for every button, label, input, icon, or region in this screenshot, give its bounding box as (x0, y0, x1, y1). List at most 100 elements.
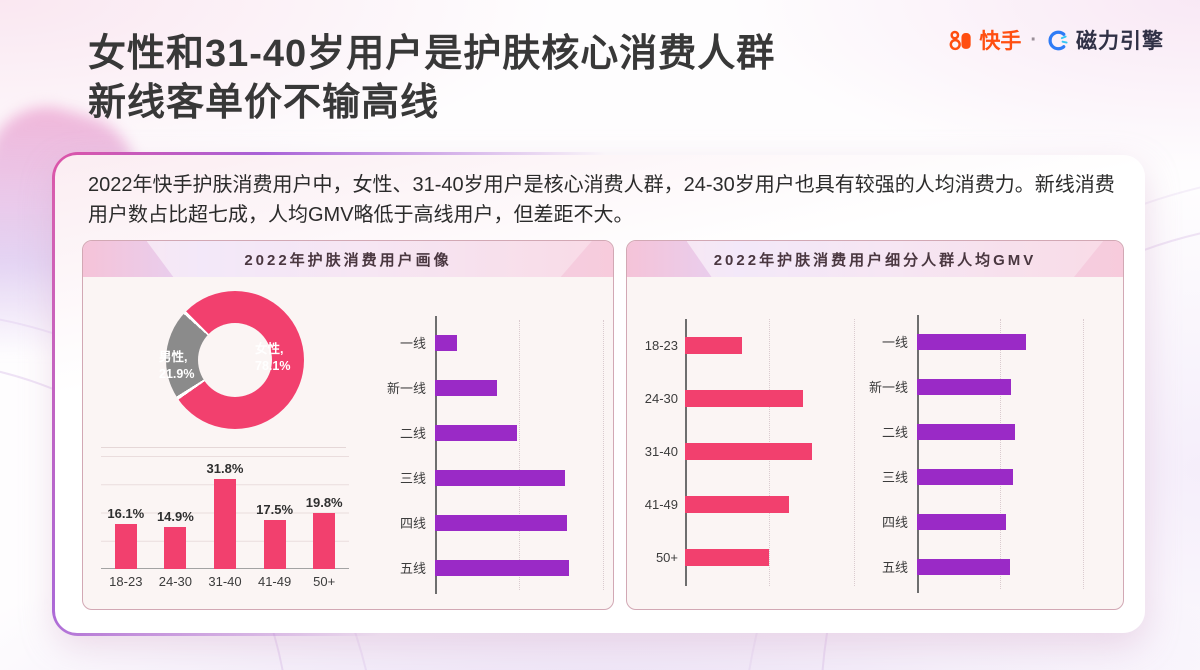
bar-row: 31-40 (637, 425, 872, 478)
panel-user-profile: 2022年护肤消费用户画像 女性, 78.1% 男性, 21.9% (82, 240, 614, 610)
bar (435, 424, 517, 441)
bar (917, 333, 1026, 350)
axis-tick-label: 41-49 (644, 497, 678, 512)
bar-row: 50+ (637, 531, 872, 584)
axis-tick-label: 一线 (399, 336, 426, 351)
panel-user-profile-title: 2022年护肤消费用户画像 (244, 251, 452, 269)
donut-hole (198, 323, 272, 397)
axis-tick-label: 24-30 (644, 391, 678, 406)
bar-row: 二线 (855, 409, 1121, 454)
bar (685, 496, 790, 513)
bar-column: 16.1% (107, 456, 144, 569)
bar-row: 新一线 (855, 364, 1121, 409)
age-chart-category-labels: 18-23 24-30 31-40 41-49 50+ (101, 574, 349, 589)
bar-row: 新一线 (365, 365, 610, 410)
axis-tick-label: 31-40 (644, 444, 678, 459)
bar (164, 526, 187, 569)
bar (685, 390, 804, 407)
bar-row: 二线 (365, 410, 610, 455)
axis-tick-label: 新一线 (386, 381, 426, 396)
bar-row: 五线 (855, 544, 1121, 589)
kuaishou-logo-text: 快手 (979, 30, 1022, 53)
bar-value-label: 17.5% (256, 501, 294, 517)
bar-row: 四线 (365, 500, 610, 545)
chart-gridline (1000, 319, 1001, 589)
bar (435, 514, 567, 531)
bar (685, 443, 812, 460)
bar (917, 378, 1011, 395)
bar (213, 479, 236, 569)
content-card: 2022年快手护肤消费用户中，女性、31-40岁用户是核心消费人群，24-30岁… (55, 155, 1145, 633)
bar (263, 519, 286, 569)
chart-gridline (603, 320, 604, 590)
panel-user-profile-body: 女性, 78.1% 男性, 21.9% 16.1% (83, 277, 613, 609)
bar (685, 337, 743, 354)
bar (917, 468, 1013, 485)
panel-gmv-title: 2022年护肤消费用户细分人群人均GMV (713, 251, 1037, 269)
bar (313, 513, 336, 569)
donut-label-male: 男性, 21.9% (159, 350, 195, 381)
axis-tick-label: 四线 (399, 516, 426, 531)
bar (917, 513, 1007, 530)
bar (435, 334, 457, 351)
bar-column: 31.8% (206, 456, 244, 569)
gmv-by-city-tier-chart: 一线 新一线 二线 三线 (855, 315, 1121, 593)
axis-tick-label: 24-30 (158, 574, 193, 589)
bar-value-label: 16.1% (107, 505, 145, 521)
panel-user-profile-header: 2022年护肤消费用户画像 (83, 241, 613, 277)
axis-tick-label: 31-40 (208, 574, 242, 589)
page-title: 女性和31-40岁用户是护肤核心消费人群 新线客单价不输高线 (88, 30, 775, 128)
bar (435, 559, 569, 576)
bar-row: 五线 (365, 545, 610, 590)
donut-label-female: 女性, 78.1% (255, 342, 291, 373)
magnetic-engine-logo-icon (1048, 30, 1068, 50)
age-distribution-bar-chart: 16.1% 14.9% 31.8% (101, 456, 349, 589)
chart-gridline (519, 320, 520, 590)
panel-gmv-header: 2022年护肤消费用户细分人群人均GMV (627, 241, 1123, 277)
bar-row: 四线 (855, 499, 1121, 544)
bar-row: 一线 (365, 320, 610, 365)
chart-gridline (854, 319, 855, 586)
chart-axis-line (435, 316, 437, 594)
city-tier-distribution-chart: 一线 新一线 二线 三线 (365, 316, 610, 594)
axis-tick-label: 新一线 (868, 380, 908, 395)
axis-tick-label: 50+ (655, 550, 678, 565)
axis-tick-label: 41-49 (257, 574, 292, 589)
bar-value-label: 14.9% (156, 508, 194, 524)
axis-tick-label: 一线 (881, 335, 908, 350)
axis-tick-label: 三线 (399, 471, 426, 486)
brand-logos: 快手 · 磁力引擎 (949, 25, 1164, 55)
bar-value-label: 19.8% (305, 495, 343, 511)
bar-column: 14.9% (157, 456, 194, 569)
panel-gmv-body: 18-23 24-30 31-40 41-49 (627, 277, 1123, 609)
kuaishou-logo-icon (949, 30, 971, 50)
bar-column: 17.5% (256, 456, 293, 569)
axis-tick-label: 四线 (881, 515, 908, 530)
divider-line (101, 447, 346, 448)
page-title-line2: 新线客单价不输高线 (88, 82, 440, 124)
bar-row: 18-23 (637, 319, 872, 372)
axis-tick-label: 二线 (881, 425, 908, 440)
gender-donut-chart (166, 291, 304, 429)
gmv-by-age-chart: 18-23 24-30 31-40 41-49 (637, 319, 872, 586)
bar-column: 19.8% (306, 456, 343, 569)
magnetic-engine-logo-text: 磁力引擎 (1076, 30, 1164, 53)
axis-tick-label: 50+ (313, 574, 336, 589)
bar-row: 24-30 (637, 372, 872, 425)
axis-tick-label: 五线 (881, 560, 908, 575)
axis-tick-label: 二线 (399, 426, 426, 441)
age-chart-plot-area: 16.1% 14.9% 31.8% (101, 456, 349, 569)
bar (917, 558, 1010, 575)
axis-tick-label: 18-23 (109, 574, 143, 589)
bar (917, 423, 1016, 440)
bar-row: 41-49 (637, 478, 872, 531)
chart-panels: 2022年护肤消费用户画像 女性, 78.1% 男性, 21.9% (82, 240, 1124, 610)
summary-text: 2022年快手护肤消费用户中，女性、31-40岁用户是核心消费人群，24-30岁… (88, 174, 1115, 226)
bar-row: 三线 (855, 454, 1121, 499)
bar-value-label: 31.8% (206, 461, 244, 477)
chart-axis-line (917, 315, 919, 593)
bar-row: 一线 (855, 319, 1121, 364)
bar (435, 379, 497, 396)
axis-tick-label: 三线 (881, 470, 908, 485)
